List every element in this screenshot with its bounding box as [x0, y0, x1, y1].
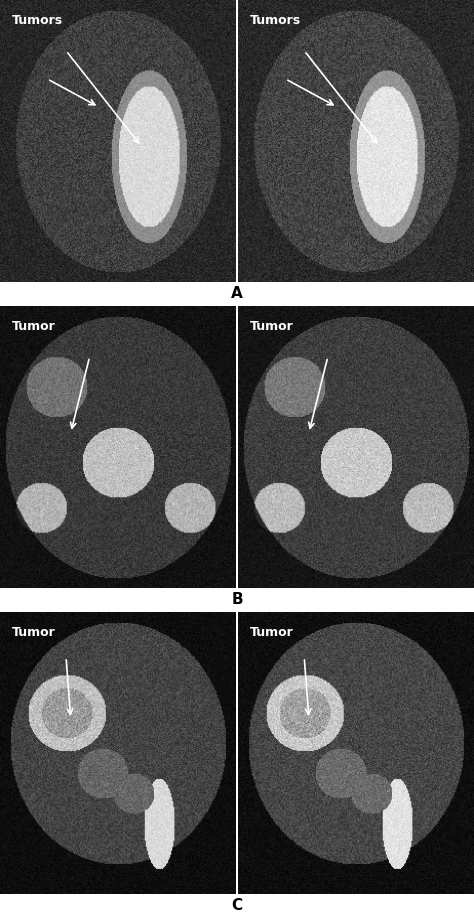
Text: Tumors: Tumors [12, 14, 63, 28]
Text: Tumor: Tumor [12, 626, 55, 639]
Text: Tumor: Tumor [250, 626, 294, 639]
Text: Tumor: Tumor [12, 320, 55, 333]
Text: C: C [231, 899, 243, 913]
Text: A: A [231, 286, 243, 301]
Text: Tumors: Tumors [250, 14, 301, 28]
Text: B: B [231, 592, 243, 608]
Text: Tumor: Tumor [250, 320, 294, 333]
